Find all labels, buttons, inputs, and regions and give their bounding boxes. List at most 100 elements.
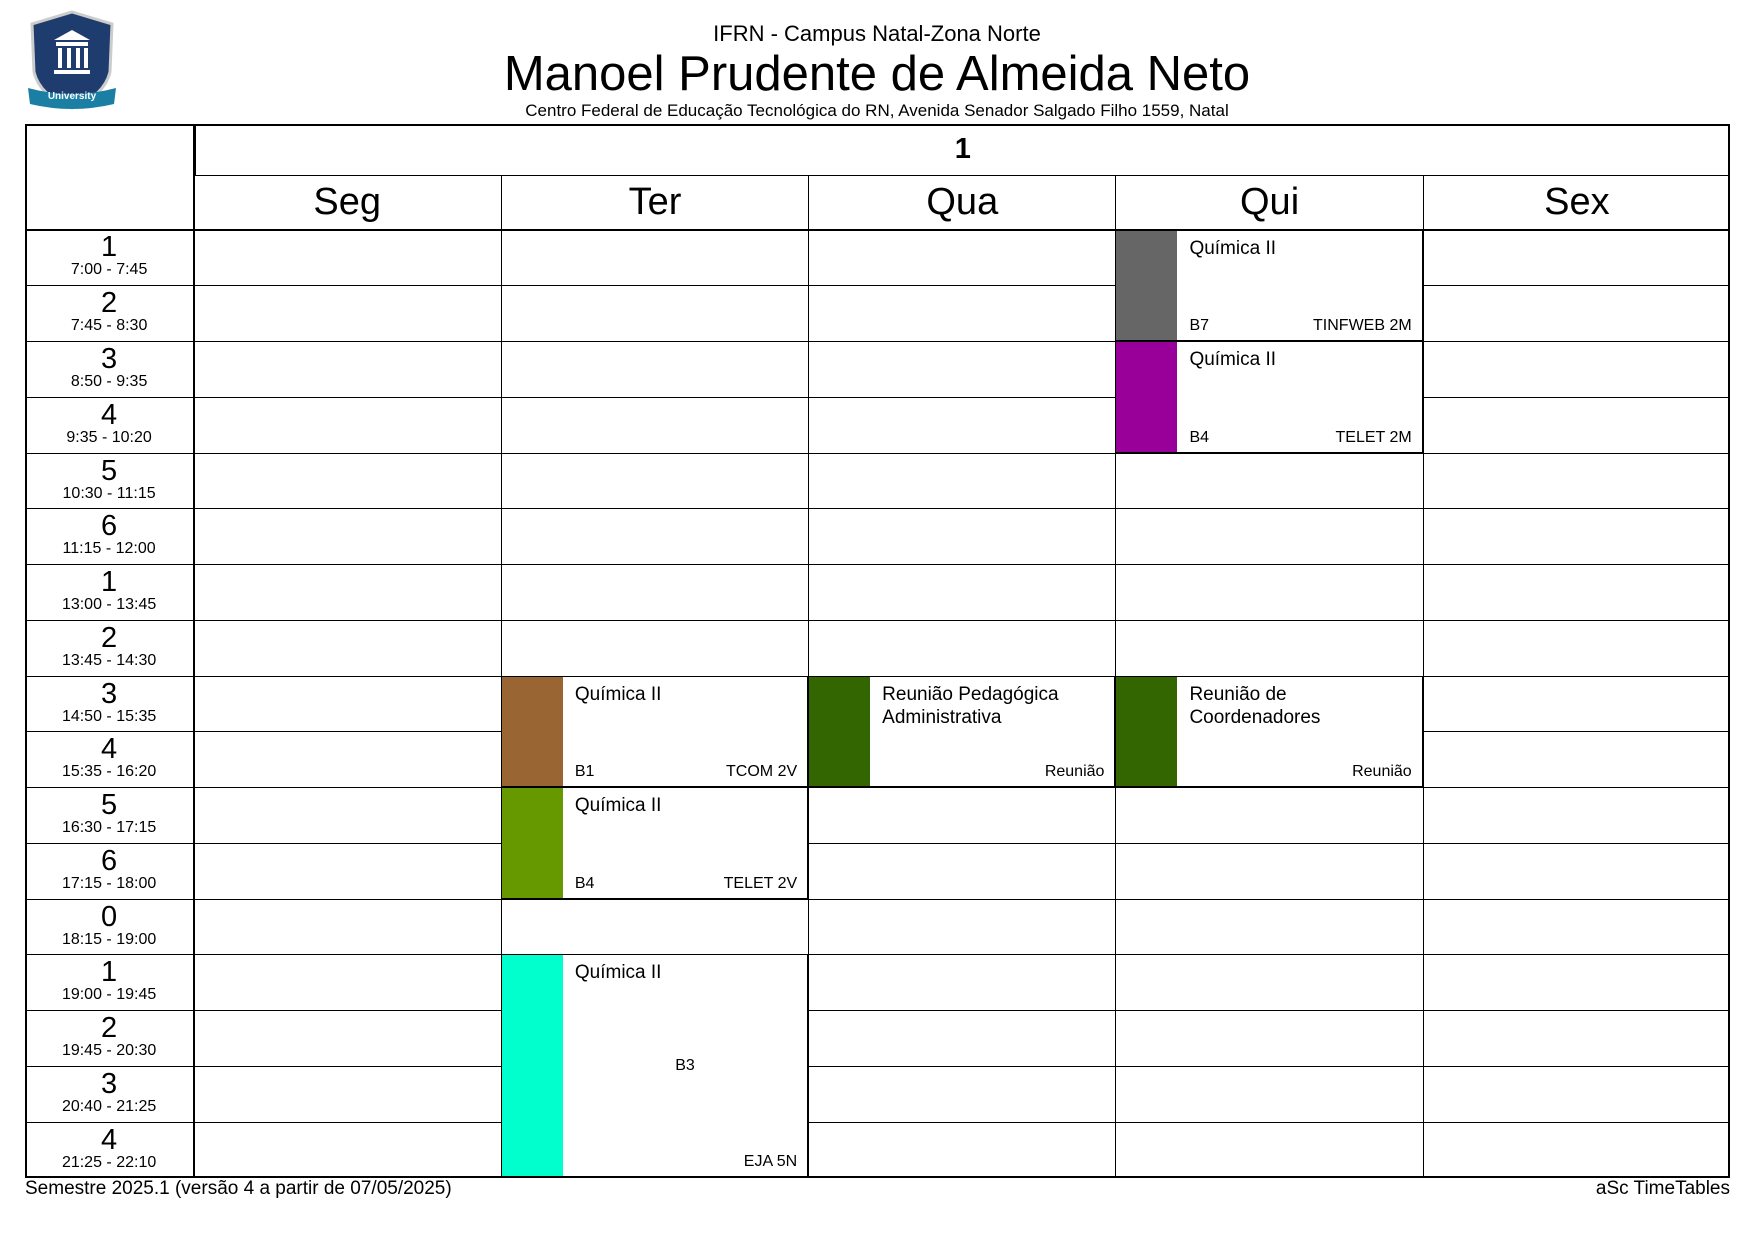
period-number: 6: [101, 510, 118, 543]
cell: [193, 508, 501, 564]
cell: [193, 675, 501, 732]
cell: [193, 1121, 501, 1178]
cell: [1422, 954, 1730, 1011]
class: TELET 2M: [1335, 428, 1412, 446]
cell: [1115, 842, 1423, 899]
period-number: 2: [101, 1012, 118, 1045]
cell: [193, 1065, 501, 1122]
cell: [808, 229, 1115, 286]
subject: Química II: [574, 795, 662, 817]
cell: [1422, 341, 1730, 397]
cell: [1422, 1121, 1730, 1178]
period: 2 19:45 - 20:30: [24, 1010, 194, 1066]
period-time: 13:00 - 13:45: [61, 596, 157, 614]
lesson-color: [1116, 342, 1178, 452]
cell: [1422, 229, 1730, 286]
period-number: 6: [101, 844, 118, 877]
logo: University: [28, 10, 116, 110]
period: 1 13:00 - 13:45: [24, 564, 194, 620]
footer-right: aSc TimeTables: [1595, 1178, 1730, 1199]
cell: [1115, 619, 1423, 676]
cell: [808, 341, 1116, 397]
cell: [193, 564, 501, 620]
period-number: 3: [101, 1067, 118, 1100]
cell: [1422, 842, 1730, 899]
day-header: Qui: [1115, 175, 1422, 230]
header-line: [24, 228, 1730, 231]
period-number: 1: [101, 566, 118, 599]
cell: [1422, 1010, 1730, 1066]
room: B7: [1189, 317, 1210, 335]
school: IFRN - Campus Natal-Zona Norte: [713, 21, 1041, 46]
week-label: 1: [193, 124, 1730, 176]
cell: [193, 898, 501, 955]
room: B4: [574, 874, 595, 892]
cell: [500, 396, 809, 453]
cell: [808, 1121, 1116, 1178]
day-header: Qua: [808, 175, 1115, 230]
period-time: 14:50 - 15:35: [61, 707, 157, 725]
period: 1 7:00 - 7:45: [25, 230, 194, 286]
cell: [1422, 1065, 1730, 1122]
period-number: 5: [101, 454, 118, 487]
cell: [1422, 508, 1730, 565]
period: 3 14:50 - 15:35: [24, 675, 194, 732]
cell: [1422, 564, 1730, 620]
period: 5 10:30 - 11:15: [24, 452, 194, 509]
lesson-color: [501, 955, 563, 1177]
cell: [808, 396, 1116, 453]
cell: [808, 787, 1116, 843]
cell: [500, 564, 809, 620]
subject: Química II: [574, 683, 662, 705]
cell: [1115, 898, 1423, 955]
period-time: 10:30 - 11:15: [62, 484, 156, 502]
class: TELET 2V: [723, 874, 798, 892]
period-time: 19:00 - 19:45: [61, 986, 157, 1004]
room: B3: [675, 1056, 695, 1074]
subject: Reunião Pedagógica Administrativa: [882, 683, 1059, 728]
period-number: 0: [101, 900, 118, 933]
cell: [808, 452, 1116, 509]
period-time: 19:45 - 20:30: [61, 1042, 157, 1060]
period-time: 18:15 - 19:00: [61, 930, 157, 948]
cell: [1115, 1010, 1423, 1066]
lesson: Química II B7 TINFWEB 2M: [1115, 229, 1423, 342]
period: 5 16:30 - 17:15: [24, 787, 194, 843]
period: 4 15:35 - 16:20: [24, 731, 194, 787]
cell: [500, 285, 809, 341]
cell: [500, 619, 809, 676]
class: TINFWEB 2M: [1313, 317, 1412, 335]
period: 1 19:00 - 19:45: [24, 954, 194, 1010]
period-number: 2: [101, 621, 118, 654]
period: 3 8:50 - 9:35: [24, 341, 194, 397]
cell: [500, 898, 809, 955]
cell: [808, 285, 1116, 341]
lesson: Química II B1 TCOM 2V: [500, 675, 809, 788]
cell: [1115, 452, 1423, 509]
cell: [1422, 285, 1730, 341]
cell: [500, 341, 809, 397]
period-time: 7:00 - 7:45: [70, 260, 148, 278]
teacher-name: Manoel Prudente de Almeida Neto: [503, 47, 1251, 101]
cell: [193, 842, 501, 899]
period-number: 4: [101, 398, 118, 431]
cell: [193, 1010, 501, 1066]
day-header: Seg: [313, 180, 382, 223]
cell: [500, 508, 809, 565]
cell: [808, 1010, 1116, 1066]
period-number: 5: [101, 789, 118, 822]
cell: [1115, 1065, 1423, 1122]
period: 3 20:40 - 21:25: [24, 1065, 194, 1122]
lesson: Reunião Pedagógica Administrativa Reunião: [808, 675, 1116, 788]
period-number: 1: [101, 230, 118, 263]
period-time: 20:40 - 21:25: [61, 1097, 157, 1115]
period-time: 17:15 - 18:00: [61, 874, 157, 892]
cell: [808, 898, 1116, 955]
footer-left: Semestre 2025.1 (versão 4 a partir de 07…: [25, 1178, 452, 1199]
period-number: 3: [101, 677, 118, 710]
period: 4 9:35 - 10:20: [24, 396, 194, 453]
class: EJA 5N: [743, 1153, 798, 1171]
period: 6 17:15 - 18:00: [24, 842, 194, 899]
cell: [1422, 675, 1730, 732]
